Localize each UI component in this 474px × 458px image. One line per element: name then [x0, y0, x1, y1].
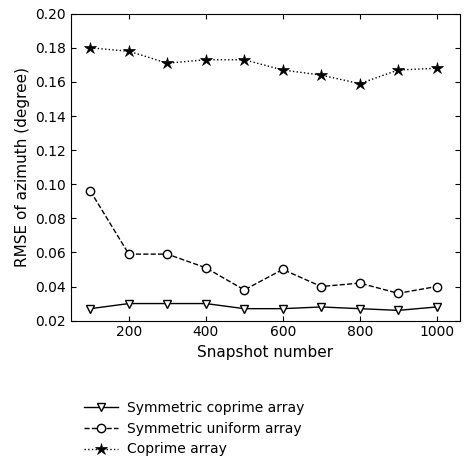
Legend: Symmetric coprime array, Symmetric uniform array, Coprime array: Symmetric coprime array, Symmetric unifo…	[78, 395, 310, 458]
X-axis label: Snapshot number: Snapshot number	[197, 345, 334, 360]
Y-axis label: RMSE of azimuth (degree): RMSE of azimuth (degree)	[15, 67, 30, 267]
